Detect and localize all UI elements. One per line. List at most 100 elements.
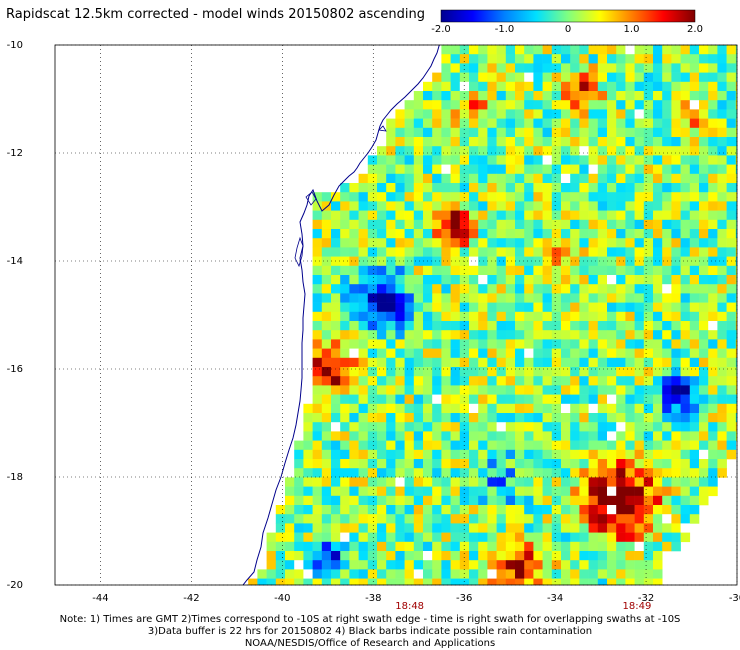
wind-cell (423, 468, 433, 478)
wind-cell (413, 551, 424, 561)
wind-cell (459, 541, 470, 552)
wind-cell (459, 321, 470, 331)
wind-cell (367, 569, 378, 579)
wind-cell (717, 284, 727, 294)
wind-cell (285, 514, 295, 524)
wind-cell (662, 449, 672, 460)
lat-tick-label: -20 (7, 580, 23, 591)
wind-cell (358, 431, 369, 441)
wind-cell (266, 578, 277, 585)
wind-cell (643, 72, 654, 83)
wind-cell (349, 339, 359, 349)
wind-cell (735, 183, 737, 193)
wind-cell (349, 449, 359, 460)
wind-cell (542, 275, 553, 285)
wind-cell (294, 449, 304, 460)
wind-cell (294, 440, 304, 451)
wind-cell (395, 173, 405, 184)
wind-cell (579, 385, 589, 395)
wind-cell (441, 486, 451, 497)
wind-cell (515, 302, 525, 313)
wind-cell (735, 54, 737, 64)
wind-cell (671, 137, 681, 147)
wind-cell (625, 578, 635, 585)
wind-cell (469, 505, 479, 515)
wind-cell (579, 293, 589, 303)
wind-cell (597, 100, 608, 110)
wind-cell (607, 164, 617, 175)
wind-cell (607, 495, 617, 506)
wind-cell (469, 302, 479, 313)
wind-cell (551, 394, 562, 405)
wind-cell (561, 192, 571, 202)
wind-cell (551, 376, 562, 386)
wind-cell (634, 477, 645, 487)
wind-cell (312, 376, 323, 386)
wind-cell (404, 449, 415, 460)
wind-cell (570, 229, 580, 239)
wind-cell (625, 449, 635, 460)
wind-cell (625, 91, 635, 101)
wind-cell (450, 164, 461, 175)
wind-cell (597, 72, 608, 83)
wind-cell (423, 459, 433, 469)
wind-cell (478, 127, 488, 138)
wind-cell (469, 578, 479, 585)
wind-cell (717, 164, 727, 175)
wind-cell (671, 541, 681, 552)
wind-cell (625, 155, 635, 165)
wind-cell (505, 431, 516, 441)
wind-cell (662, 72, 672, 83)
wind-cell (524, 127, 534, 138)
wind-cell (331, 431, 341, 441)
wind-cell (496, 247, 507, 257)
wind-cell (616, 394, 626, 405)
wind-cell (689, 376, 700, 386)
wind-cell (303, 523, 313, 533)
wind-cell (542, 311, 553, 322)
wind-cell (588, 403, 599, 414)
wind-cell (524, 275, 534, 285)
wind-cell (551, 137, 562, 147)
wind-cell (423, 109, 433, 119)
wind-cell (662, 477, 672, 487)
wind-cell (653, 551, 663, 561)
wind-cell (423, 118, 433, 129)
wind-cell (597, 293, 608, 303)
wind-cell (450, 63, 461, 73)
wind-cell (349, 256, 359, 267)
wind-cell (662, 192, 672, 202)
wind-cell (469, 81, 479, 92)
wind-cell (634, 311, 645, 322)
wind-cell (717, 137, 727, 147)
wind-cell (404, 468, 415, 478)
wind-cell (726, 284, 737, 294)
wind-cell (708, 256, 718, 267)
wind-cell (275, 523, 286, 533)
wind-cell (680, 385, 691, 395)
wind-cell (450, 569, 461, 579)
wind-cell (312, 219, 323, 230)
wind-cell (717, 311, 727, 322)
wind-cell (423, 348, 433, 359)
wind-cell (358, 394, 369, 405)
wind-cell (561, 54, 571, 64)
wind-cell (570, 63, 580, 73)
wind-cell (469, 468, 479, 478)
wind-cell (561, 357, 571, 368)
wind-cell (708, 302, 718, 313)
wind-cell (524, 578, 534, 585)
wind-cell (597, 376, 608, 386)
wind-cell (487, 183, 497, 193)
wind-cell (671, 192, 681, 202)
wind-cell (478, 495, 488, 506)
wind-cell (496, 311, 507, 322)
wind-cell (662, 45, 672, 55)
wind-cell (423, 247, 433, 257)
wind-cell (561, 514, 571, 524)
wind-cell (551, 541, 562, 552)
wind-cell (597, 403, 608, 414)
wind-cell (671, 477, 681, 487)
wind-cell (413, 275, 424, 285)
wind-cell (699, 81, 709, 92)
